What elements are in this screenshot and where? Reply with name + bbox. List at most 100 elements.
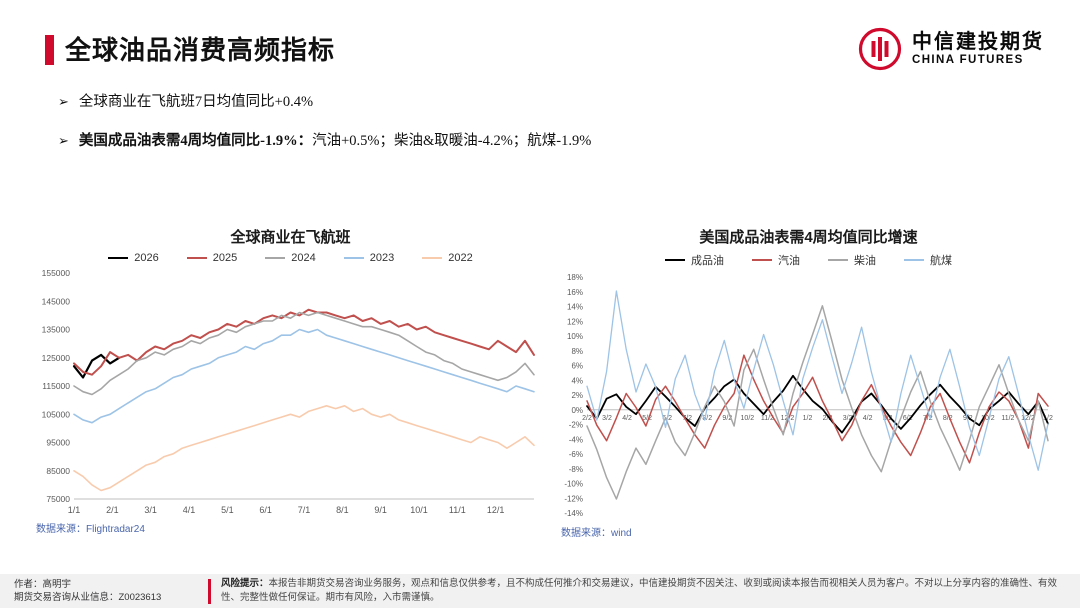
svg-text:8/1: 8/1: [336, 505, 349, 515]
svg-text:85000: 85000: [46, 466, 70, 476]
demand-chart-title: 美国成品油表需4周均值同比增速: [699, 229, 918, 246]
series-line-swatch: [108, 257, 129, 259]
svg-text:11/1: 11/1: [449, 505, 466, 515]
svg-text:-12%: -12%: [564, 494, 583, 503]
svg-text:4%: 4%: [571, 376, 583, 385]
svg-text:125000: 125000: [42, 353, 71, 363]
svg-text:2/1: 2/1: [106, 505, 119, 515]
svg-text:2/2: 2/2: [823, 415, 833, 422]
brand-logo-icon: [858, 27, 902, 71]
svg-text:105000: 105000: [42, 409, 71, 419]
arrow-bullet-icon: ➢: [58, 133, 69, 148]
flights-chart-title: 全球商业在飞航班: [230, 229, 351, 246]
svg-text:-4%: -4%: [569, 435, 583, 444]
risk-disclaimer-text: 本报告非期货交易咨询业务服务，观点和信息仅供参考，且不构成任何推介和交易建议，中…: [221, 577, 1058, 603]
svg-text:3/2: 3/2: [602, 415, 612, 422]
legend-item-2023: 2023: [343, 252, 395, 264]
svg-text:75000: 75000: [46, 494, 70, 504]
brand-name-cn: 中信建投期货: [912, 30, 1044, 53]
flights-chart-legend: 2026 2025 2024 2023 2022: [28, 252, 553, 264]
legend-label: 2025: [212, 252, 238, 264]
series-line-swatch: [752, 259, 772, 261]
legend-label: 汽油: [778, 255, 800, 267]
title-accent-bar: [45, 35, 54, 65]
legend-label: 2022: [448, 252, 473, 264]
series-line-swatch: [904, 259, 924, 261]
svg-text:135000: 135000: [42, 325, 71, 335]
brand-name-en: CHINA FUTURES: [912, 53, 1024, 66]
legend-item-gasoline: 汽油: [752, 252, 800, 268]
legend-label: 2024: [291, 252, 316, 264]
svg-text:5/2: 5/2: [642, 415, 652, 422]
svg-text:3/2: 3/2: [843, 415, 853, 422]
svg-text:14%: 14%: [567, 303, 583, 312]
series-line-swatch: [422, 257, 443, 259]
svg-text:11/2: 11/2: [761, 415, 774, 422]
svg-text:-14%: -14%: [564, 509, 583, 518]
legend-label: 成品油: [691, 255, 724, 267]
series-line-swatch: [665, 259, 685, 261]
svg-text:95000: 95000: [46, 438, 70, 448]
legend-item-2026: 2026: [108, 252, 159, 264]
footer-accent-bar: [208, 578, 211, 604]
svg-text:6%: 6%: [571, 362, 583, 371]
series-line-swatch: [265, 257, 286, 259]
svg-text:6/1: 6/1: [259, 505, 272, 515]
svg-text:7/2: 7/2: [923, 415, 933, 422]
svg-text:10/1: 10/1: [410, 505, 428, 515]
svg-text:4/2: 4/2: [863, 415, 873, 422]
charts-row: 全球商业在飞航班 2026 2025 2024 2023 2022 155000…: [28, 226, 1064, 539]
footer-bar: 作者：高明宇 期货交易咨询从业信息：Z0023613 风险提示：本报告非期货交易…: [0, 574, 1080, 608]
svg-text:115000: 115000: [42, 381, 70, 391]
legend-item-2022: 2022: [422, 252, 473, 264]
arrow-bullet-icon: ➢: [58, 94, 69, 109]
legend-item-diesel: 柴油: [828, 252, 876, 268]
demand-chart-legend: 成品油 汽油 柴油 航煤: [553, 252, 1064, 268]
legend-label: 2023: [369, 252, 395, 264]
svg-text:9/2: 9/2: [722, 415, 732, 422]
bullet-flights: ➢ 全球商业在飞航班7日均值同比+0.4%: [58, 90, 591, 111]
svg-text:4/1: 4/1: [183, 505, 196, 515]
bullet-demand: ➢ 美国成品油表需4周均值同比-1.9%：汽油+0.5%；柴油&取暖油-4.2%…: [58, 129, 591, 150]
svg-text:-10%: -10%: [564, 480, 583, 489]
svg-text:10/2: 10/2: [981, 415, 995, 422]
svg-text:145000: 145000: [42, 296, 71, 306]
svg-text:8/2: 8/2: [943, 415, 953, 422]
author-license: 期货交易咨询从业信息：Z0023613: [14, 592, 162, 603]
legend-item-2024: 2024: [265, 252, 316, 264]
page-title: 全球油品消费高频指标: [65, 35, 336, 65]
flights-line-chart: 155000 145000 135000 125000 115000 105000 9500…: [42, 268, 535, 515]
svg-text:12%: 12%: [567, 317, 583, 326]
author-block: 作者：高明宇 期货交易咨询从业信息：Z0023613: [0, 578, 208, 605]
svg-text:-8%: -8%: [569, 465, 583, 474]
svg-text:4/2: 4/2: [622, 415, 632, 422]
svg-text:-6%: -6%: [569, 450, 583, 459]
bullet-demand-bold: 美国成品油表需4周均值同比-1.9%：: [78, 133, 313, 149]
key-points-list: ➢ 全球商业在飞航班7日均值同比+0.4% ➢ 美国成品油表需4周均值同比-1.…: [58, 90, 591, 168]
svg-text:18%: 18%: [567, 273, 583, 282]
svg-text:2%: 2%: [571, 391, 583, 400]
svg-text:0%: 0%: [571, 406, 583, 415]
risk-disclaimer-label: 风险提示：: [221, 577, 269, 589]
svg-text:16%: 16%: [567, 288, 583, 297]
brand-logo-text: 中信建投期货 CHINA FUTURES: [912, 31, 1044, 67]
legend-item-2025: 2025: [186, 252, 238, 264]
svg-text:155000: 155000: [42, 268, 71, 278]
svg-text:5/1: 5/1: [221, 505, 234, 515]
legend-label: 柴油: [854, 255, 876, 267]
svg-text:11/2: 11/2: [1001, 415, 1014, 422]
series-line-swatch: [828, 259, 848, 261]
svg-text:7/1: 7/1: [298, 505, 311, 515]
demand-line-chart: 18% 16% 14% 12% 10% 8% 6% 4% 2% 0% -2% -4% -6% -8% -10…: [564, 273, 1053, 518]
bullet-demand-text: 美国成品油表需4周均值同比-1.9%：汽油+0.5%；柴油&取暖油-4.2%；航…: [79, 129, 591, 150]
svg-text:-2%: -2%: [569, 421, 583, 430]
demand-chart-panel: 美国成品油表需4周均值同比增速 成品油 汽油 柴油 航煤 18% 16% 14% 12…: [553, 226, 1064, 539]
svg-text:7/2: 7/2: [682, 415, 692, 422]
svg-text:2/2: 2/2: [582, 415, 592, 422]
svg-text:8/2: 8/2: [702, 415, 712, 422]
risk-disclaimer: 风险提示：本报告非期货交易咨询业务服务，观点和信息仅供参考，且不构成任何推介和交…: [211, 577, 1080, 606]
brand-logo: 中信建投期货 CHINA FUTURES: [857, 26, 1044, 72]
series-line-swatch: [186, 257, 207, 259]
bullet-flights-text: 全球商业在飞航班7日均值同比+0.4%: [78, 94, 314, 110]
author-name: 作者：高明宇: [14, 578, 72, 590]
